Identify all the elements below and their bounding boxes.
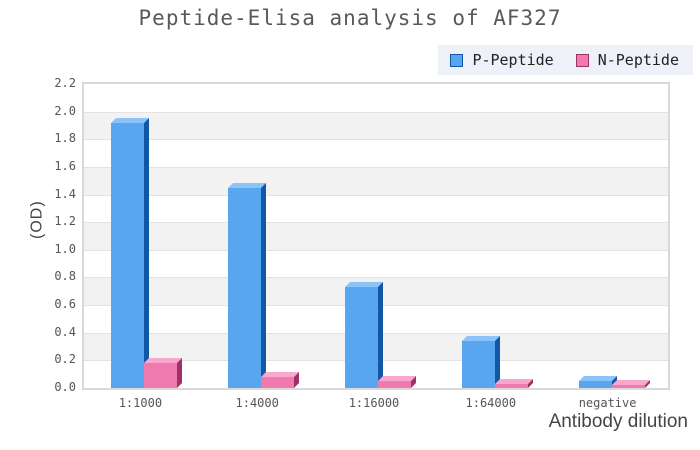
y-tick-label: 1.4 [54, 186, 76, 201]
gridline [84, 111, 668, 113]
plot-band [84, 139, 668, 167]
bar-n-peptide-1:64000 [494, 383, 528, 388]
bar-p-peptide-1:64000 [461, 341, 495, 388]
plot-band [84, 222, 668, 250]
bar-p-peptide-1:16000 [345, 287, 378, 388]
bar-n-peptide-1:1000 [144, 363, 178, 388]
bar-p-peptide-negative [578, 381, 612, 388]
legend-item-n-peptide: N-Peptide [575, 51, 679, 69]
x-tick-label-negative: negative [578, 396, 637, 410]
gridline [84, 222, 668, 224]
gridline [84, 139, 668, 141]
gridline [84, 166, 668, 168]
y-tick-label: 1.6 [54, 158, 76, 173]
p-peptide-swatch-icon [450, 53, 464, 67]
y-tick-label: 1.0 [54, 241, 76, 256]
plot-band [84, 166, 668, 195]
chart-title: Peptide-Elisa analysis of AF327 [138, 6, 562, 30]
plot-band [84, 111, 668, 140]
y-tick-label: 0.8 [54, 269, 76, 284]
legend: P-Peptide N-Peptide [438, 45, 693, 75]
bar-p-peptide-1:1000 [111, 122, 145, 388]
x-tick-label-1:16000: 1:16000 [348, 396, 400, 410]
plot-area [82, 82, 670, 390]
legend-label-n-peptide: N-Peptide [597, 51, 679, 69]
n-peptide-swatch-icon [575, 53, 589, 67]
y-tick-label: 1.2 [54, 214, 76, 229]
y-tick-label: 0.2 [54, 352, 76, 367]
plot-band [84, 84, 668, 112]
gridline [84, 277, 668, 279]
bar-n-peptide-1:4000 [261, 376, 295, 388]
y-tick-label: 2.2 [54, 76, 76, 90]
legend-label-p-peptide: P-Peptide [472, 51, 554, 69]
x-tick-label-1:64000: 1:64000 [465, 396, 517, 410]
x-tick-label-1:4000: 1:4000 [235, 396, 279, 410]
x-tick-label-1:1000: 1:1000 [118, 396, 163, 410]
y-tick-label: 1.8 [54, 131, 76, 146]
x-axis-title: Antibody dilution [548, 411, 688, 432]
y-tick-label: 0.6 [54, 297, 76, 312]
gridline [84, 249, 668, 251]
plot-band [84, 195, 668, 223]
y-tick-label: 0.4 [54, 324, 76, 339]
y-tick-label: 0.0 [54, 380, 76, 394]
bar-n-peptide-1:16000 [378, 381, 411, 388]
gridline [84, 194, 668, 196]
plot-band [84, 250, 668, 278]
y-tick-label: 2.0 [54, 103, 76, 118]
bar-p-peptide-1:4000 [228, 187, 262, 388]
legend-item-p-peptide: P-Peptide [450, 51, 554, 69]
bar-n-peptide-negative [611, 385, 645, 388]
